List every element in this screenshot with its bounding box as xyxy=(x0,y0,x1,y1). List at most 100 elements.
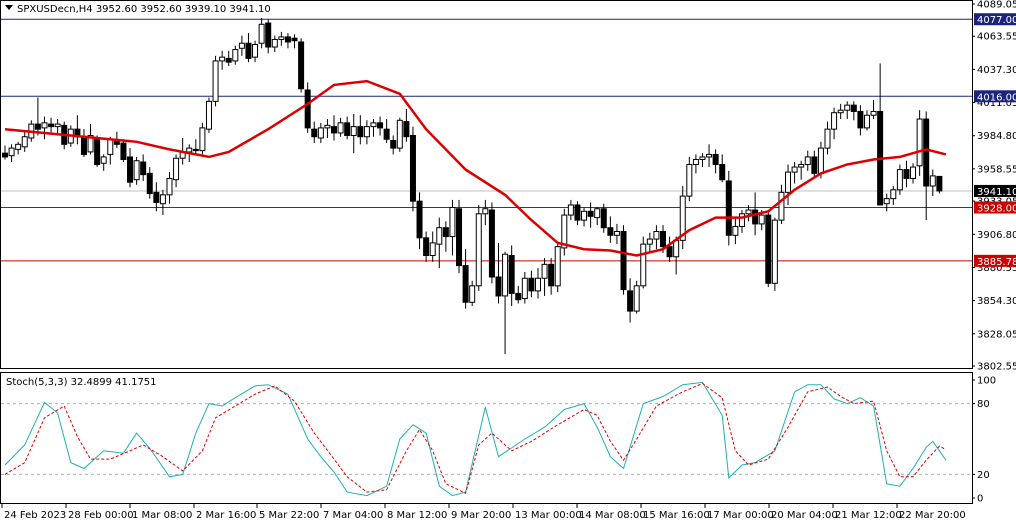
time-tick-label: 20 Mar 04:00 xyxy=(771,510,838,521)
candle-bear xyxy=(331,126,337,134)
candle-bull xyxy=(758,214,765,225)
stoch-main-line xyxy=(4,381,947,497)
time-tick-label: 24 Feb 2023 xyxy=(4,510,66,521)
candle-bull xyxy=(54,123,61,128)
candle-bear xyxy=(140,161,147,176)
candle-bull xyxy=(890,189,897,200)
candle-bear xyxy=(719,164,726,181)
candle-bear xyxy=(48,123,55,128)
moving-average-line xyxy=(4,79,947,257)
time-tick-label: 22 Mar 20:00 xyxy=(899,510,966,521)
price-tick-label: 3828.05 xyxy=(977,329,1016,340)
candle-bull xyxy=(910,166,917,179)
level-label-text: 3941.10 xyxy=(977,187,1016,198)
time-axis: 24 Feb 2023 28 Feb 00:001 Mar 08:00 2 Mar … xyxy=(1,504,966,521)
candle-bear xyxy=(850,104,857,112)
level-label-text: 4016.00 xyxy=(977,92,1016,103)
candle-bull xyxy=(581,210,588,221)
symbol-header: SPXUSDecn,H4 3952.60 3952.60 3939.10 394… xyxy=(17,4,271,15)
candle-bull xyxy=(100,156,107,164)
candle-bear xyxy=(462,265,469,303)
time-tick-label: 15 Mar 16:00 xyxy=(643,510,710,521)
candle-bear xyxy=(712,153,719,166)
candle-bear xyxy=(725,180,732,236)
candle-bull xyxy=(436,227,443,245)
level-label-text: 4077.00 xyxy=(977,15,1016,26)
price-tick-label: 3906.80 xyxy=(977,230,1016,241)
price-tick-label: 4037.30 xyxy=(977,65,1016,76)
candle-bull xyxy=(173,157,180,181)
candle-bull xyxy=(337,122,344,134)
candle-bull xyxy=(317,127,324,139)
candle-bull xyxy=(15,143,22,150)
candle-bear xyxy=(409,134,416,202)
time-tick-label: 14 Mar 08:00 xyxy=(579,510,646,521)
price-tick-label: 4011.05 xyxy=(977,98,1016,109)
candle-bear xyxy=(936,175,943,192)
candle-bear xyxy=(587,210,594,217)
candle-bull xyxy=(771,219,778,284)
candle-bull xyxy=(350,126,357,136)
candle-bear xyxy=(311,128,318,138)
stoch-tick-label: 20 xyxy=(977,470,990,481)
candle-bear xyxy=(627,290,634,312)
candle-bull xyxy=(653,230,660,240)
candle-bull xyxy=(363,126,370,138)
level-label-current: 3941.10 xyxy=(974,184,1016,198)
candle-bull xyxy=(679,195,686,241)
candle-bear xyxy=(752,209,759,225)
candle-bull xyxy=(817,147,824,174)
candle-bear xyxy=(666,246,673,258)
candle-bull xyxy=(41,122,48,129)
candle-bear xyxy=(607,227,614,236)
time-tick-label: 21 Mar 12:00 xyxy=(835,510,902,521)
price-tick-label: 4063.55 xyxy=(977,32,1016,43)
candle-bull xyxy=(745,209,752,215)
price-tick-label: 3854.30 xyxy=(977,296,1016,307)
candle-bull xyxy=(502,253,509,297)
dropdown-triangle-icon[interactable] xyxy=(5,5,13,10)
candle-bear xyxy=(291,37,298,42)
candle-bear xyxy=(357,126,364,138)
candle-bull xyxy=(699,156,706,160)
level-label-bg xyxy=(974,13,1016,26)
candle-bear xyxy=(923,118,930,187)
candle-bear xyxy=(120,142,127,160)
level-label-text: 3885.78 xyxy=(977,257,1016,268)
candle-bull xyxy=(87,134,94,153)
candle-bull xyxy=(844,104,851,111)
candle-bear xyxy=(2,152,8,158)
candle-bull xyxy=(673,239,680,258)
candle-bull xyxy=(738,213,745,227)
candle-bear xyxy=(390,140,397,149)
candle-bull xyxy=(370,122,377,128)
candle-bull xyxy=(929,175,936,187)
candle-bear xyxy=(488,209,495,278)
candle-bull xyxy=(785,171,792,193)
level-label-blue: 4016.00 xyxy=(974,90,1016,103)
candle-bull xyxy=(278,36,285,40)
price-panel-border xyxy=(0,0,973,369)
stoch-tick-label: 100 xyxy=(977,376,996,387)
candle-bull xyxy=(561,214,568,249)
candle-bull xyxy=(613,230,620,236)
candle-bull xyxy=(396,119,403,149)
level-label-red: 3885.78 xyxy=(974,254,1016,268)
level-label-text: 3928.00 xyxy=(977,203,1016,214)
candle-bear xyxy=(127,156,134,183)
candle-bull xyxy=(686,164,693,197)
candle-bull xyxy=(199,127,206,152)
stoch-panel-border xyxy=(0,372,973,504)
level-label-bg xyxy=(974,254,1016,267)
time-tick-label: 8 Mar 12:00 xyxy=(387,510,447,521)
candle-bull xyxy=(166,177,173,196)
time-tick-label: 2 Mar 16:00 xyxy=(196,510,256,521)
candle-bull xyxy=(252,43,259,58)
candle-bull xyxy=(482,208,489,215)
candle-bear xyxy=(660,230,666,248)
candle-bull xyxy=(554,246,561,287)
candle-bear xyxy=(416,200,423,239)
candle-bull xyxy=(21,136,28,148)
